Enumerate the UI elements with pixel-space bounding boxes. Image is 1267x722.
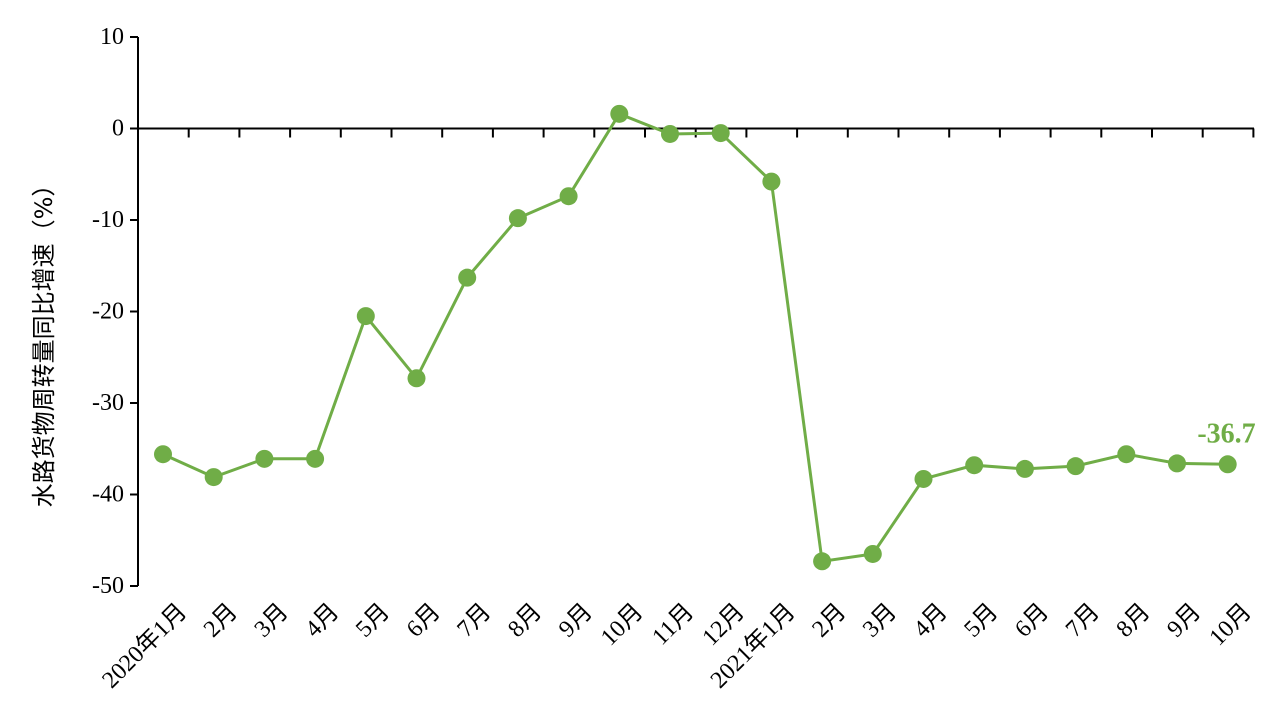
data-point <box>1218 455 1237 474</box>
y-tick-label: -20 <box>92 299 124 325</box>
series <box>154 104 1237 571</box>
x-tick-label: 10月 <box>1205 599 1257 651</box>
data-point <box>610 104 629 123</box>
last-point-label: -36.7 <box>1197 418 1255 449</box>
data-point <box>407 369 426 388</box>
x-tick-label: 8月 <box>503 599 547 643</box>
data-point <box>559 187 578 206</box>
x-tick-label: 3月 <box>858 599 902 643</box>
data-point <box>711 124 730 143</box>
y-tick-label: -30 <box>92 390 124 416</box>
x-tick-label: 3月 <box>250 599 294 643</box>
data-point <box>762 172 781 191</box>
x-tick-label: 7月 <box>1061 599 1105 643</box>
data-point <box>306 449 325 468</box>
data-point <box>458 268 477 287</box>
x-tick-label: 6月 <box>402 599 446 643</box>
x-tick-label: 9月 <box>554 599 598 643</box>
x-tick-label: 5月 <box>960 599 1004 643</box>
x-tick-label: 9月 <box>1162 599 1206 643</box>
y-tick-label: 10 <box>100 24 124 50</box>
series-line <box>162 112 1228 564</box>
data-point <box>204 468 223 487</box>
x-tick-label: 4月 <box>300 599 344 643</box>
data-point <box>1066 457 1085 476</box>
x-tick-label: 7月 <box>453 599 497 643</box>
x-tick-label: 4月 <box>909 599 953 643</box>
x-tick-label: 2月 <box>199 599 243 643</box>
data-point <box>813 552 832 571</box>
x-tick-label: 8月 <box>1112 599 1156 643</box>
data-point <box>914 469 933 488</box>
x-tick-label: 11月 <box>647 599 699 651</box>
x-tick-label: 2月 <box>807 599 851 643</box>
x-tick-label: 5月 <box>351 599 395 643</box>
y-tick-label: -40 <box>92 482 124 508</box>
y-tick-label: -10 <box>92 207 124 233</box>
x-tick-label: 10月 <box>596 599 648 651</box>
data-point <box>255 449 274 468</box>
data-point <box>356 307 375 326</box>
y-axis-label: 水路货物周转量同比增速（%） <box>30 173 58 508</box>
x-tick-label: 2020年1月 <box>97 598 192 693</box>
data-point <box>863 544 882 563</box>
data-point <box>965 456 984 475</box>
y-tick-label: 0 <box>112 116 124 142</box>
data-point <box>1117 445 1136 464</box>
data-point <box>154 445 172 464</box>
data-point <box>661 124 679 143</box>
y-axis: 10 0 -10 -20 -30 -40 -50 <box>92 24 139 599</box>
data-point <box>508 209 527 228</box>
data-point <box>1015 459 1034 478</box>
y-tick-label: -50 <box>92 573 124 599</box>
x-tick-label: 6月 <box>1010 599 1054 643</box>
data-point <box>1168 454 1186 473</box>
